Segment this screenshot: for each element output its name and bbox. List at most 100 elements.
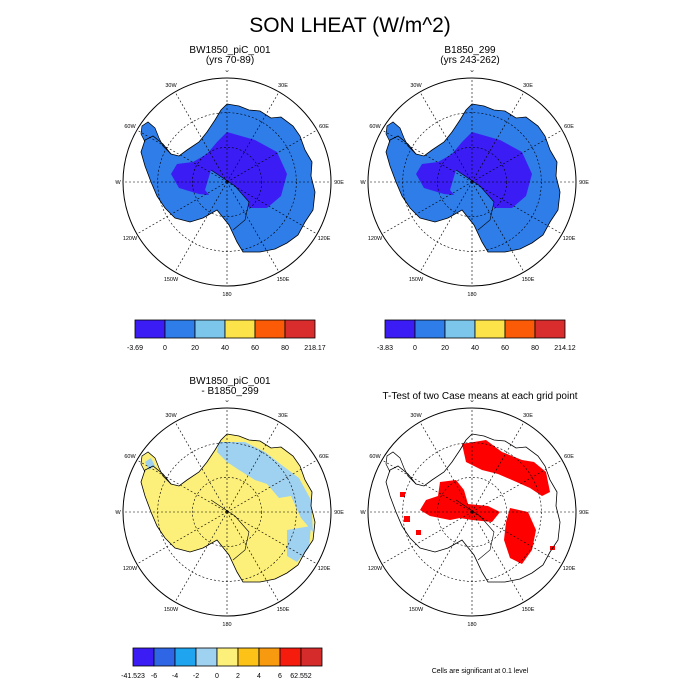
- longitude-label: 0: [225, 400, 228, 404]
- ice-flux-inner: [171, 132, 287, 208]
- colorbar-box: [195, 647, 218, 667]
- panel-4-title-line1: T-Test of two Case means at each grid po…: [382, 391, 578, 402]
- longitude-label: 120E: [563, 236, 576, 242]
- sig-cell: [404, 516, 410, 522]
- meridian-line: [226, 421, 280, 513]
- longitude-label: 90W: [360, 510, 366, 516]
- colorbar-box: [194, 319, 226, 339]
- longitude-label: 30W: [165, 83, 177, 89]
- longitude-label: 180: [222, 292, 231, 298]
- longitude-label: 90E: [579, 180, 589, 186]
- meridian-line: [419, 91, 473, 183]
- colorbar-box: [224, 319, 256, 339]
- colorbar-label: 20: [441, 345, 449, 352]
- sig-cell: [416, 530, 421, 535]
- longitude-label: 60W: [369, 454, 381, 460]
- colorbar-label: 214.12: [554, 345, 576, 352]
- peninsula-coastline: [385, 451, 417, 485]
- colorbar-label: 20: [191, 345, 199, 352]
- colorbar-box: [153, 647, 176, 667]
- longitude-label: 150E: [277, 277, 290, 283]
- meridian-line: [226, 459, 318, 513]
- latitude-circle-inner: [437, 147, 507, 217]
- longitude-label: 150W: [409, 607, 424, 613]
- diff-negative-region-east: [217, 442, 313, 532]
- map-boundary: [122, 407, 332, 617]
- colorbar-label: 62.552: [290, 673, 312, 680]
- colorbar-label: 0: [163, 345, 167, 352]
- longitude-label: 0: [470, 400, 473, 404]
- longitude-label: 90E: [334, 510, 344, 516]
- longitude-label: 120E: [318, 566, 331, 572]
- colorbar-2: -3.83 0 20 40 60 80 214.12: [377, 319, 576, 352]
- meridian-line: [471, 511, 525, 603]
- sig-region-central: [420, 480, 500, 522]
- panel-3-title-line2: - B1850_299: [201, 386, 259, 397]
- panel-2-title-line2: (yrs 243-262): [440, 55, 500, 66]
- panel-2-title-line1: B1850_299: [444, 45, 496, 56]
- longitude-label: 30E: [523, 83, 533, 89]
- longitude-label: 60E: [319, 454, 329, 460]
- colorbar-box: [279, 647, 302, 667]
- panel-4-title: T-Test of two Case means at each grid po…: [350, 392, 610, 402]
- longitude-label: 120E: [563, 566, 576, 572]
- meridian-line: [136, 459, 228, 513]
- panel-1-title: BW1850_piC_001 (yrs 70-89): [120, 46, 340, 66]
- map-panel-1: 0 30E 60E 90E 120E 150E 180 150W 120W 90W 60W 30W: [115, 70, 344, 298]
- map-content: [367, 407, 577, 617]
- meridian-line: [471, 511, 563, 565]
- map-boundary: [122, 77, 332, 287]
- colorbar-label: 60: [501, 345, 509, 352]
- colorbar-label: 40: [221, 345, 229, 352]
- meridian-line: [381, 129, 473, 183]
- colorbar-label: 80: [531, 345, 539, 352]
- meridian-line: [471, 181, 525, 273]
- colorbar-box: [174, 647, 197, 667]
- longitude-label: 60E: [564, 454, 574, 460]
- colorbar-box: [134, 319, 166, 339]
- colorbar-1: -3.69 0 20 40 60 80 218.17: [127, 319, 326, 352]
- colorbar-label: 40: [471, 345, 479, 352]
- longitude-label: 90E: [579, 510, 589, 516]
- latitude-circle-inner: [192, 147, 262, 217]
- meridian-line: [471, 459, 563, 513]
- meridian-line: [471, 421, 525, 513]
- longitude-label: 180: [467, 292, 476, 298]
- meridian-line: [174, 91, 228, 183]
- colorbar-box: [164, 319, 196, 339]
- coastline: [140, 433, 316, 583]
- colorbar-label: 0: [413, 345, 417, 352]
- colorbar-box: [534, 319, 566, 339]
- longitude-label: 180: [222, 622, 231, 628]
- meridian-line: [226, 181, 280, 273]
- meridian-line: [174, 181, 228, 273]
- meridian-line: [174, 511, 228, 603]
- colorbar-box: [444, 319, 476, 339]
- longitude-label: 90E: [334, 180, 344, 186]
- main-title: SON LHEAT (W/m^2): [249, 14, 451, 37]
- diff-negative-region-wilkes: [287, 526, 311, 562]
- colorbar-box: [132, 647, 155, 667]
- longitude-label: 120W: [123, 566, 138, 572]
- longitude-label: 150E: [522, 277, 535, 283]
- longitude-label: 60E: [564, 124, 574, 130]
- colorbar-label: 4: [257, 673, 261, 680]
- colorbar-label: 218.17: [304, 345, 326, 352]
- colorbar-box: [384, 319, 416, 339]
- colorbar-box: [258, 647, 281, 667]
- longitude-label: 30E: [278, 413, 288, 419]
- meridian-line: [226, 511, 318, 565]
- coastline: [385, 433, 561, 583]
- ice-flux-inner: [416, 132, 532, 208]
- colorbar-label: -3.83: [377, 345, 393, 352]
- longitude-label: 120E: [318, 236, 331, 242]
- meridian-line: [226, 129, 318, 183]
- longitude-label: 30E: [278, 83, 288, 89]
- longitude-label: 30E: [523, 413, 533, 419]
- colorbar-label: -2: [193, 673, 199, 680]
- map-panel-3: 0 30E 60E 90E 120E 150E 180 150W 120W 90W 60W 30W: [115, 400, 344, 628]
- meridian-line: [471, 91, 525, 183]
- colorbar-label: 60: [251, 345, 259, 352]
- meridian-line: [419, 421, 473, 513]
- colorbar-box: [254, 319, 286, 339]
